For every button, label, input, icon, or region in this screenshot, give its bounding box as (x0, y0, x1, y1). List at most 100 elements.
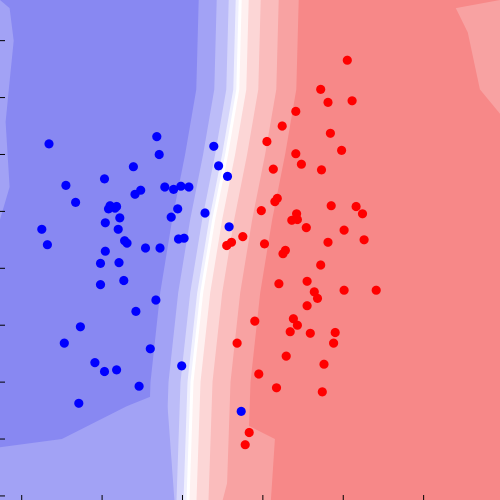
point-class-1-52 (281, 351, 291, 361)
point-class-0-29 (128, 162, 138, 172)
point-class-0-15 (44, 139, 54, 149)
point-class-1-1 (316, 84, 326, 94)
point-class-1-10 (337, 145, 347, 155)
point-class-0-17 (42, 240, 53, 250)
region-red-lower-lobe (222, 422, 275, 500)
point-class-1-32 (274, 279, 284, 289)
data-points (37, 55, 381, 450)
point-class-1-5 (316, 165, 327, 175)
point-class-1-0 (342, 55, 352, 65)
point-class-1-40 (232, 338, 242, 348)
point-class-0-20 (140, 243, 151, 253)
point-class-1-38 (317, 387, 327, 397)
point-class-1-26 (292, 320, 302, 330)
point-class-0-47 (115, 213, 125, 223)
point-class-0-9 (177, 361, 187, 371)
point-class-1-28 (339, 285, 349, 295)
point-class-1-22 (256, 206, 266, 216)
point-class-0-42 (214, 161, 224, 171)
point-class-0-38 (122, 238, 132, 248)
point-class-0-0 (152, 132, 162, 142)
point-class-0-13 (166, 212, 176, 222)
point-class-0-8 (112, 365, 122, 375)
point-class-0-11 (155, 243, 165, 253)
point-class-1-51 (296, 159, 306, 169)
point-class-0-18 (37, 224, 47, 234)
point-class-0-2 (222, 171, 233, 181)
point-class-1-27 (292, 214, 302, 225)
point-class-1-37 (254, 369, 264, 379)
point-class-0-49 (105, 201, 115, 211)
point-class-1-4 (291, 149, 301, 159)
point-class-1-49 (291, 106, 301, 116)
point-class-1-12 (323, 237, 333, 247)
point-class-1-13 (359, 235, 369, 245)
point-class-0-3 (100, 246, 110, 256)
point-class-1-53 (329, 338, 339, 348)
point-class-1-34 (270, 197, 280, 207)
point-class-1-2 (347, 96, 357, 106)
point-class-1-20 (268, 164, 278, 174)
point-class-0-14 (131, 306, 141, 316)
point-class-0-5 (74, 398, 84, 408)
region-blue-outer (0, 0, 14, 220)
point-class-0-4 (160, 182, 170, 192)
point-class-0-48 (59, 338, 69, 348)
point-class-0-39 (130, 189, 140, 199)
point-class-0-50 (224, 222, 234, 232)
point-class-0-31 (95, 280, 106, 290)
region-blue-lower-lobe (0, 390, 175, 500)
region-red-outer (455, 0, 500, 114)
point-class-0-51 (173, 204, 183, 214)
point-class-0-21 (114, 258, 124, 268)
point-class-0-6 (169, 184, 179, 194)
point-class-1-19 (351, 201, 361, 212)
point-class-0-46 (236, 406, 246, 416)
point-class-1-46 (330, 327, 340, 338)
point-class-0-16 (95, 258, 106, 268)
point-class-0-23 (119, 275, 129, 286)
point-class-1-45 (222, 240, 232, 251)
point-class-1-17 (357, 209, 368, 219)
point-class-1-44 (244, 427, 254, 438)
point-class-1-48 (271, 383, 282, 393)
point-class-1-21 (238, 232, 248, 242)
point-class-1-31 (305, 328, 315, 338)
point-class-0-41 (209, 141, 219, 151)
point-class-1-29 (302, 301, 312, 311)
point-class-1-33 (371, 285, 381, 295)
axis-ticks (0, 40, 425, 500)
point-class-1-24 (280, 245, 290, 255)
point-class-1-30 (316, 260, 326, 270)
point-class-0-30 (90, 358, 100, 368)
point-class-0-12 (61, 180, 71, 190)
point-class-1-35 (319, 359, 329, 369)
point-class-1-50 (323, 97, 333, 107)
point-class-1-47 (285, 327, 295, 337)
point-class-0-19 (75, 322, 85, 332)
point-class-0-25 (151, 295, 161, 305)
point-class-0-1 (200, 208, 210, 218)
point-class-1-39 (250, 316, 260, 326)
point-class-1-43 (312, 293, 323, 303)
point-class-1-54 (339, 225, 349, 235)
point-class-1-8 (326, 201, 336, 211)
point-class-1-41 (259, 239, 270, 249)
point-class-0-52 (145, 344, 155, 354)
point-class-0-7 (184, 182, 194, 192)
point-class-0-37 (154, 149, 164, 160)
point-class-0-33 (100, 218, 110, 228)
point-class-0-28 (134, 381, 144, 391)
point-class-0-43 (113, 224, 123, 234)
point-class-0-10 (99, 366, 110, 377)
point-class-0-44 (179, 233, 189, 243)
point-class-1-42 (301, 223, 311, 233)
point-class-1-15 (262, 136, 272, 147)
region-red-main (246, 0, 500, 500)
point-class-0-45 (176, 181, 186, 191)
point-class-0-26 (99, 174, 110, 184)
point-class-1-9 (325, 128, 335, 138)
point-class-0-22 (71, 197, 81, 207)
